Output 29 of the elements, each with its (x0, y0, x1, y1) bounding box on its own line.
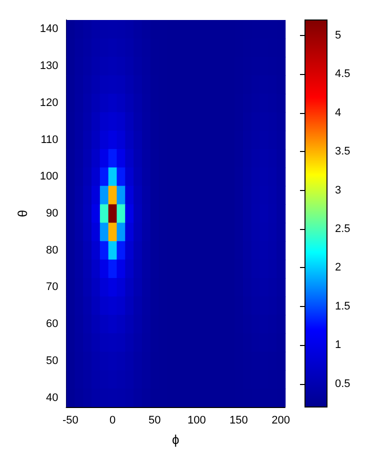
y-tick-label: 130 (40, 60, 58, 72)
x-tick-label: 50 (148, 414, 161, 426)
y-tick-label: 110 (40, 134, 58, 146)
y-tick-label: 80 (46, 244, 58, 256)
color-bar-label: 3 (335, 184, 342, 196)
color-bar-label: 0.5 (335, 378, 350, 390)
y-axis-title: θ (15, 210, 30, 218)
color-bar-label: 2 (335, 262, 342, 274)
x-tick-label: 0 (109, 414, 116, 426)
color-bar-label: 1.5 (335, 300, 350, 312)
x-tick-label: 200 (272, 414, 290, 426)
color-bar-label: 1 (335, 339, 342, 352)
color-bar-label: 4.5 (335, 68, 350, 80)
x-axis-title: ϕ (172, 432, 180, 447)
color-bar-label: 4 (335, 106, 342, 119)
y-tick-label: 40 (46, 392, 58, 404)
y-tick-label: 140 (40, 23, 58, 36)
y-tick-label: 100 (40, 170, 58, 183)
y-tick-label: 70 (46, 281, 58, 294)
y-tick-label: 60 (46, 318, 58, 330)
x-tick-label: 150 (230, 414, 248, 426)
color-bar-label: 2.5 (335, 222, 350, 235)
color-bar-label: 3.5 (335, 146, 350, 158)
y-tick-label: 90 (46, 208, 58, 220)
x-tick-label: 100 (187, 414, 206, 426)
color-bar-label: 5 (335, 29, 342, 42)
y-tick-label: 50 (46, 354, 58, 367)
y-tick-label: 120 (40, 96, 58, 109)
x-tick-label: -50 (62, 414, 78, 426)
